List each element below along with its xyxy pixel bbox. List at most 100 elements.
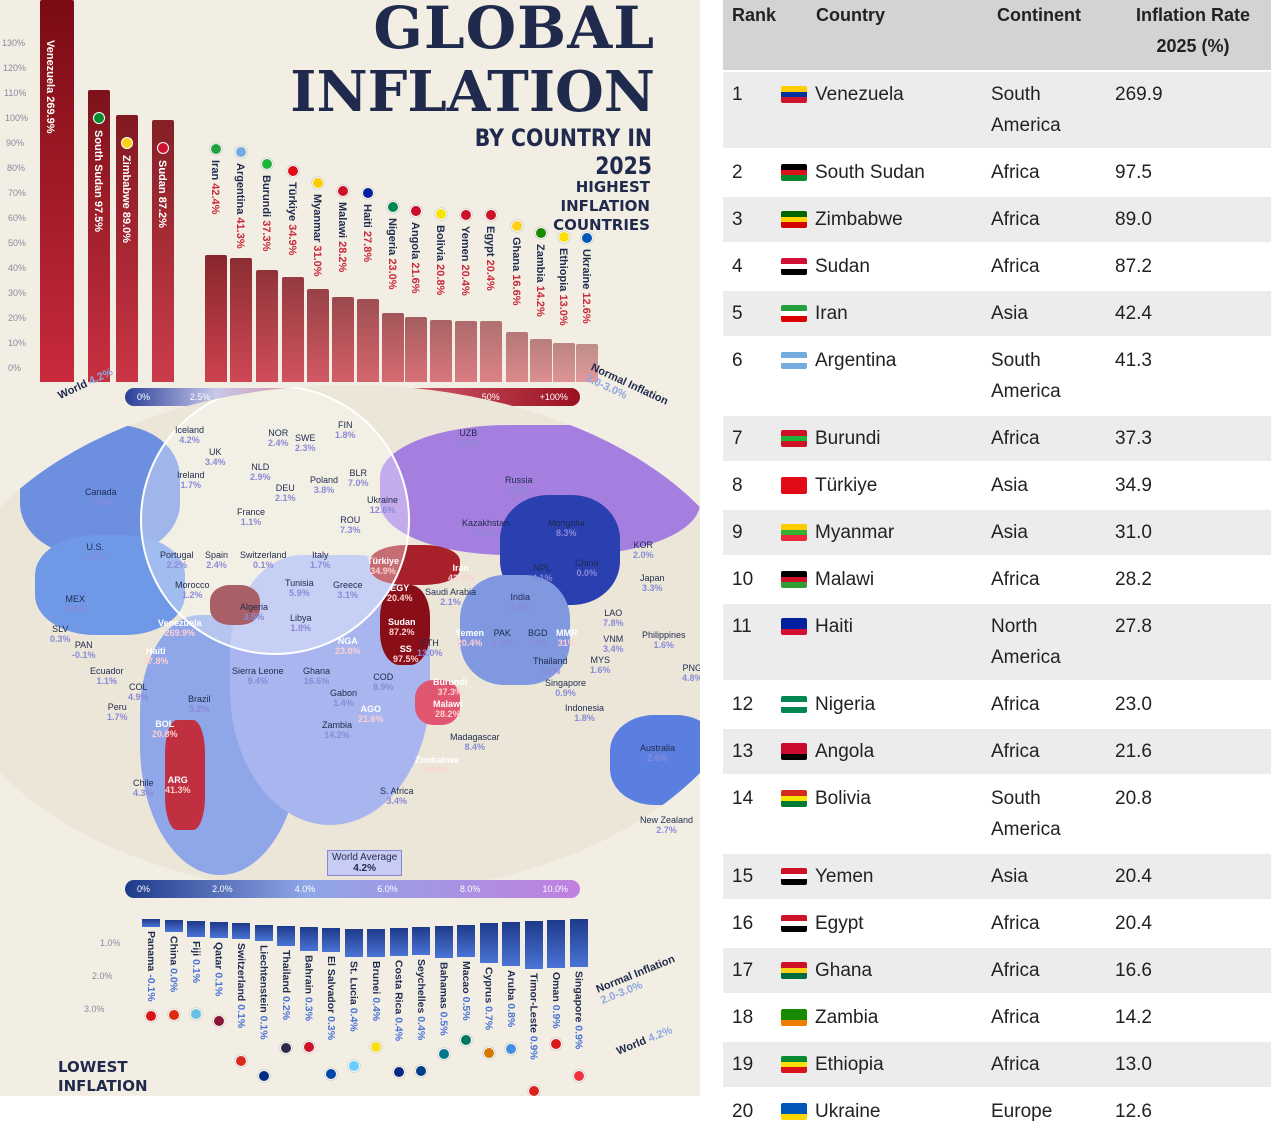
continent-cell: North America [991, 616, 1061, 668]
rate-cell: 20.4 [1115, 913, 1152, 934]
rank-cell: 11 [732, 616, 752, 637]
rate-cell: 269.9 [1115, 84, 1163, 105]
title-line-2: INFLATION [290, 59, 655, 125]
value-label: 1.8% [290, 623, 312, 633]
value-label: 0.9% [550, 1004, 562, 1029]
map-label-india: India 2.8% [510, 592, 531, 612]
table-row: 3 Zimbabwe Africa 89.0 [723, 195, 1271, 242]
value-label: 4.2% [179, 435, 200, 445]
lowest-label-19: Singapore 0.9% [573, 971, 585, 1049]
country-name: Greece [333, 580, 363, 590]
country-name: Ireland [177, 470, 205, 480]
bottom-scale-axis: 0% 2.0% 4.0% 6.0% 8.0% 10.0% [125, 880, 580, 898]
high-tick: 120% [3, 63, 27, 73]
value-label: 0.3% [302, 997, 315, 1021]
value-label: 13.0% [417, 648, 443, 658]
value-label: 2.3% [295, 443, 316, 453]
map-label-fin: FIN 1.8% [335, 420, 356, 440]
flag-icon [261, 158, 273, 171]
rank-cell: 6 [732, 350, 743, 371]
country-name: Bahrain [302, 955, 315, 995]
continent-cell: South America [991, 84, 1061, 136]
map-label-rou: ROU 7.3% [340, 515, 361, 535]
country-name: Liechtenstein [257, 944, 270, 1013]
value-label: 7.3% [340, 525, 361, 535]
country-name: Ukraine [815, 1101, 881, 1122]
value-label: 41.3% [165, 785, 191, 795]
value-label: 1.8% [574, 713, 595, 723]
value-label: 14.2% [324, 730, 350, 740]
rate-cell: 21.6 [1115, 741, 1152, 762]
country-name: MEX [65, 594, 86, 604]
continent-cell: Africa [991, 913, 1040, 934]
country-name: Thailand [533, 656, 568, 666]
value-label: 0.1% [257, 1015, 270, 1040]
country-name: Chile [133, 778, 154, 788]
country-name: BLR [349, 468, 368, 478]
value-label: 20.4% [459, 264, 471, 296]
value-label: 42.4% [209, 183, 221, 215]
highest-label-4: Iran 42.4% [209, 160, 221, 250]
value-label: 12.6% [369, 505, 396, 515]
lowest-label-3: Qatar 0.1% [213, 942, 225, 996]
country-name: Gabon [330, 688, 358, 698]
value-label: 4.1% [532, 573, 553, 583]
map-label-kazakhstan: Kazakhstan 11.4% [462, 518, 509, 538]
value-label: 2.8% [510, 602, 531, 612]
lowest-label-6: Thailand 0.2% [280, 950, 292, 1020]
flag-icon [781, 258, 807, 275]
value-label: 1.1% [240, 517, 262, 527]
high-tick: 0% [8, 363, 22, 373]
value-label: 2.6% [647, 753, 668, 763]
lowest-bar-8 [322, 928, 340, 953]
highest-bar-1 [88, 89, 110, 382]
value-label: 1.7% [180, 480, 202, 490]
country-name: Yemen [815, 866, 874, 887]
flag-icon [781, 430, 807, 447]
map-label-u-s-: U.S. 2.7% [85, 542, 106, 562]
continent-cell: Africa [991, 256, 1040, 277]
country-name: Ukraine [367, 495, 399, 505]
country-name: Türkiye [286, 182, 298, 222]
country-name: Ethiopia [815, 1054, 884, 1075]
header-country: Country [816, 5, 885, 25]
country-cell: Bolivia [781, 783, 991, 845]
axis-tick: 0% [137, 392, 151, 402]
country-cell: Ethiopia [781, 1049, 991, 1080]
value-label: 1.6% [590, 665, 611, 675]
value-label: 0.1% [212, 972, 225, 997]
flag-icon [781, 305, 807, 322]
country-name: Angola [815, 741, 875, 762]
table-row: 4 Sudan Africa 87.2 [723, 242, 1271, 289]
value-label: 0.4% [370, 997, 382, 1022]
country-name: Argentina [815, 350, 897, 371]
map-label-gabon: Gabon 1.4% [330, 688, 357, 708]
value-label: 23.0% [386, 258, 398, 290]
value-label: 2.2% [166, 560, 188, 570]
value-label: 2.9% [250, 472, 271, 482]
value-label: 0.0% [576, 568, 598, 578]
flag-icon [781, 86, 807, 103]
country-name: Brunei [370, 961, 382, 995]
continent-cell: Africa [991, 1054, 1040, 1075]
country-cell: Nigeria [781, 689, 991, 720]
value-label: 2.4% [206, 560, 227, 570]
country-name: Haiti [361, 203, 373, 228]
highest-bar-15 [480, 320, 502, 382]
value-label: -0.1% [72, 650, 96, 660]
value-label: 0.2% [540, 666, 561, 676]
flag-icon [121, 137, 133, 149]
map-label-zambia: Zambia 14.2% [322, 720, 352, 740]
map-label-yemen: Yemen 20.4% [455, 628, 484, 648]
lowest-bar-10 [367, 929, 385, 958]
country-name: Timor-Leste [527, 973, 540, 1033]
normal-inflation-top: Normal Inflation 2.0-3.0% [583, 361, 670, 408]
map-label-slv: SLV 0.3% [50, 624, 71, 644]
flag-icon [781, 743, 807, 760]
value-label: 2.7% [85, 552, 106, 562]
table-row: 9 Myanmar Asia 31.0 [723, 508, 1271, 555]
map-label-sierra-leone: Sierra Leone 9.4% [232, 666, 284, 686]
high-tick: 10% [8, 338, 27, 348]
flag-icon [781, 1103, 807, 1120]
value-label: 2.4% [268, 438, 289, 448]
